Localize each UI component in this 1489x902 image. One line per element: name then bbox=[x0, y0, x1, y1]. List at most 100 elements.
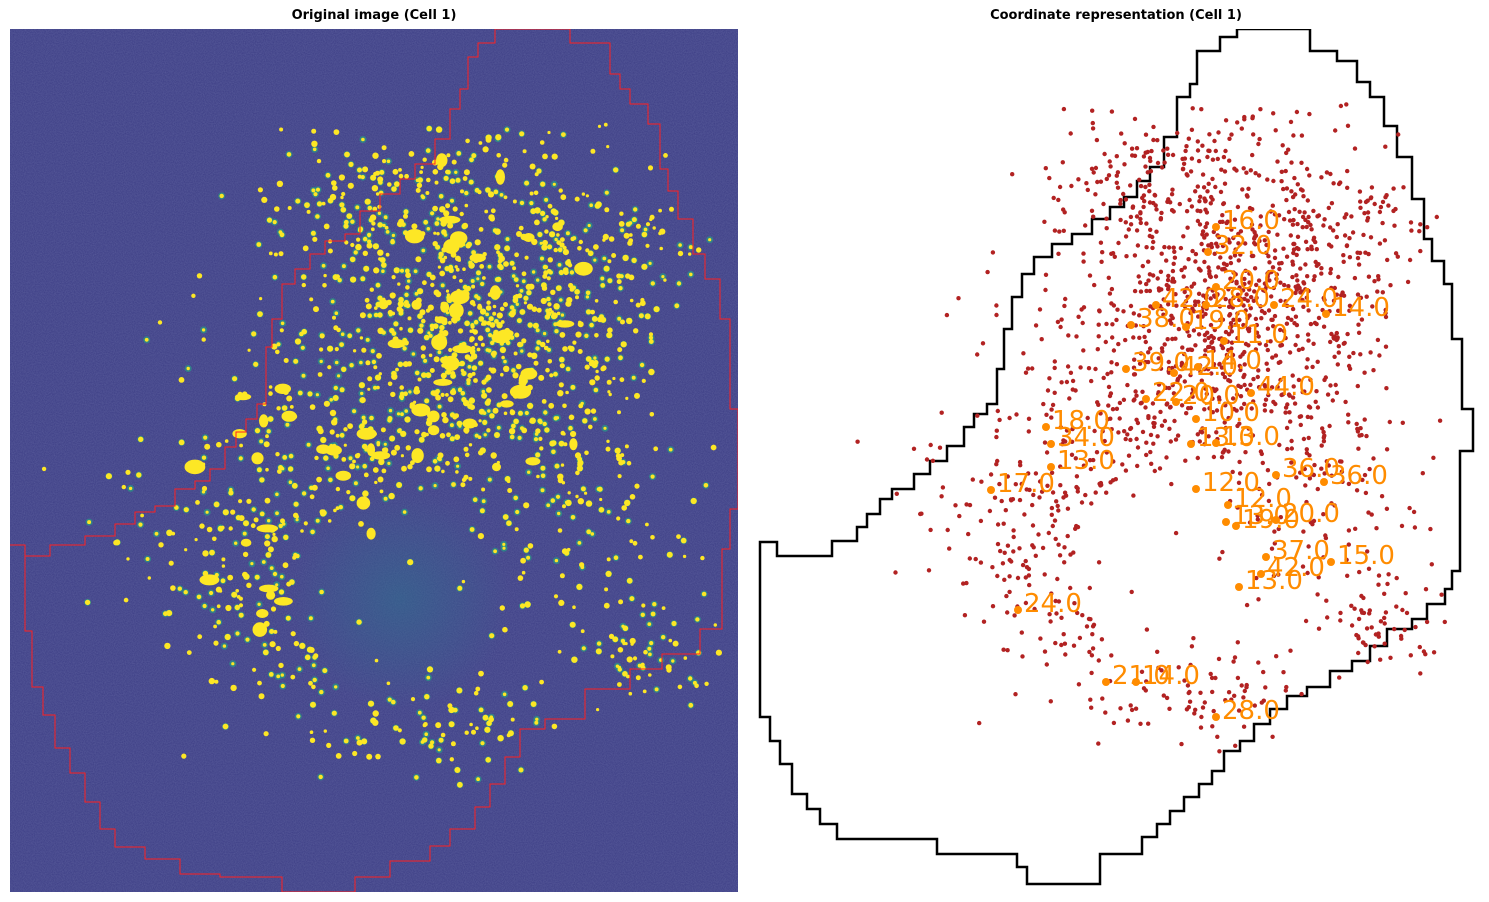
rna-point bbox=[1346, 481, 1352, 487]
fluorescent-spot bbox=[473, 319, 479, 325]
cluster-label: 42.0 bbox=[1180, 352, 1238, 382]
fluorescent-spot bbox=[489, 413, 495, 419]
rna-point bbox=[1129, 589, 1134, 595]
fluorescent-spot bbox=[629, 298, 634, 303]
rna-point bbox=[1086, 616, 1092, 622]
rna-point bbox=[1238, 252, 1243, 257]
rna-point bbox=[1290, 306, 1296, 312]
fluorescent-spot bbox=[536, 278, 540, 282]
fluorescent-spot bbox=[459, 211, 464, 217]
fluorescent-spot bbox=[506, 520, 512, 526]
fluorescent-spot bbox=[578, 403, 584, 409]
fluorescent-spot bbox=[377, 249, 384, 256]
rna-point bbox=[1279, 260, 1284, 266]
rna-point bbox=[1210, 157, 1216, 162]
fluorescent-spot bbox=[374, 306, 378, 310]
fluorescent-spot bbox=[439, 257, 446, 264]
fluorescent-spot bbox=[293, 552, 298, 558]
rna-point bbox=[1307, 405, 1313, 410]
rna-point bbox=[1307, 476, 1313, 481]
fluorescent-spot bbox=[598, 507, 605, 513]
rna-point bbox=[1246, 343, 1251, 348]
fluorescent-spot bbox=[359, 360, 363, 365]
rna-point bbox=[1196, 158, 1202, 164]
rna-point bbox=[1207, 132, 1212, 137]
fluorescent-spot bbox=[529, 163, 536, 170]
fluorescent-spot bbox=[311, 188, 316, 193]
fluorescent-spot bbox=[268, 672, 274, 677]
fluorescent-spot bbox=[224, 439, 229, 443]
fluorescent-spot bbox=[337, 278, 342, 283]
fluorescent-spot bbox=[280, 518, 285, 524]
rna-point bbox=[1339, 459, 1344, 464]
fluorescent-spot bbox=[430, 740, 435, 745]
rna-point bbox=[1211, 335, 1216, 341]
rna-point bbox=[1303, 287, 1308, 292]
fluorescent-spot bbox=[396, 482, 403, 488]
fluorescent-spot bbox=[420, 165, 424, 169]
fluorescent-spot bbox=[184, 548, 188, 552]
cluster-marker bbox=[1322, 310, 1330, 318]
rna-point bbox=[1159, 210, 1164, 216]
fluorescent-spot bbox=[369, 415, 374, 421]
rna-point bbox=[1169, 481, 1174, 487]
rna-point bbox=[1199, 430, 1205, 435]
rna-point bbox=[1042, 572, 1047, 577]
fluorescent-spot bbox=[499, 346, 506, 354]
rna-point bbox=[1223, 296, 1228, 302]
rna-point bbox=[1251, 399, 1256, 404]
rna-point bbox=[1198, 209, 1203, 214]
fluorescent-spot bbox=[528, 283, 535, 290]
rna-point bbox=[1203, 295, 1209, 301]
fluorescent-spot bbox=[612, 636, 619, 643]
fluorescent-spot bbox=[478, 316, 485, 322]
rna-point bbox=[1053, 536, 1058, 542]
fluorescent-spot bbox=[273, 252, 278, 257]
rna-point bbox=[1026, 429, 1031, 434]
rna-point bbox=[1170, 152, 1176, 158]
fluorescent-spot bbox=[370, 174, 377, 181]
fluorescent-spot bbox=[346, 490, 351, 495]
fluorescent-spot bbox=[308, 616, 313, 621]
rna-point bbox=[1053, 598, 1058, 604]
fluorescent-spot bbox=[315, 187, 321, 192]
fluorescent-spot bbox=[295, 518, 299, 522]
fluorescent-spot bbox=[559, 242, 565, 248]
fluorescent-spot bbox=[421, 248, 426, 253]
rna-point bbox=[1279, 342, 1285, 348]
fluorescent-spot bbox=[440, 283, 445, 288]
rna-point bbox=[1128, 183, 1133, 188]
fluorescent-spot bbox=[650, 281, 655, 286]
rna-point bbox=[1050, 490, 1056, 495]
rna-point bbox=[1023, 600, 1029, 606]
fluorescent-spot bbox=[399, 394, 405, 400]
fluorescent-spot bbox=[503, 157, 509, 163]
fluorescent-spot bbox=[433, 231, 437, 235]
rna-point bbox=[1355, 255, 1361, 261]
rna-point bbox=[1280, 143, 1285, 148]
fluorescent-spot bbox=[356, 452, 361, 458]
fluorescent-spot bbox=[417, 377, 422, 382]
fluorescent-spot bbox=[356, 739, 363, 746]
rna-point bbox=[1208, 671, 1213, 677]
rna-point bbox=[1212, 251, 1217, 256]
fluorescent-spot bbox=[407, 316, 412, 321]
cluster-marker bbox=[1042, 423, 1050, 431]
fluorescent-spot bbox=[306, 209, 311, 214]
fluorescent-spot bbox=[309, 404, 316, 410]
rna-point bbox=[1313, 239, 1318, 245]
rna-point bbox=[1176, 326, 1182, 332]
fluorescent-spot bbox=[565, 499, 572, 507]
fluorescent-spot bbox=[517, 575, 524, 581]
fluorescent-spot bbox=[600, 276, 605, 281]
rna-point bbox=[1224, 220, 1229, 226]
rna-point bbox=[1104, 321, 1109, 327]
spot-aggregate bbox=[522, 233, 535, 242]
rna-point bbox=[1405, 279, 1411, 285]
rna-point bbox=[1208, 201, 1213, 206]
rna-point bbox=[1279, 179, 1284, 184]
fluorescent-spot bbox=[312, 147, 317, 152]
fluorescent-spot bbox=[340, 207, 347, 213]
fluorescent-spot bbox=[533, 437, 539, 442]
fluorescent-spot bbox=[278, 465, 284, 471]
